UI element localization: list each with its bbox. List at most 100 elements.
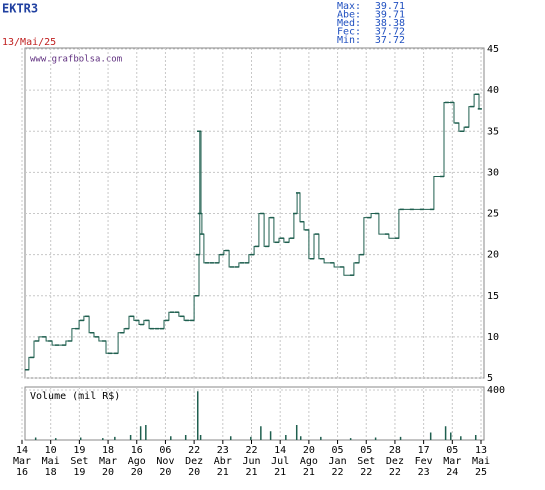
x-tick-label-line: 20	[159, 467, 171, 478]
x-tick-label-line: 16	[16, 467, 28, 478]
stat-value: 39.71	[375, 10, 405, 21]
stat-label: Fec:	[337, 27, 361, 38]
x-tick-label: 22 Jun 21	[242, 445, 260, 478]
x-tick-label: 22 Dez 20	[185, 445, 203, 478]
x-tick-label-line: 20	[131, 467, 143, 478]
y-tick-label: 20	[487, 250, 499, 261]
volume-bar	[260, 426, 262, 440]
x-tick-label-line: 13	[475, 445, 487, 456]
volume-bar	[139, 426, 142, 440]
x-tick-label: 18 Mar 20	[99, 445, 117, 478]
x-tick-label-line: 20	[303, 445, 315, 456]
x-tick-label-line: 14	[274, 445, 286, 456]
x-tick-label: 20 Ago 21	[300, 445, 318, 478]
volume-bar	[114, 436, 116, 440]
x-tick-label-line: 23	[217, 445, 229, 456]
x-tick-label: 05 Set 22	[357, 445, 375, 478]
volume-bar	[269, 431, 272, 440]
x-tick-label-line: Mar	[13, 456, 31, 467]
y-tick-label: 25	[487, 209, 499, 220]
y-tick-label: 30	[487, 167, 499, 178]
volume-bar	[170, 436, 172, 440]
y-tick-label: 40	[487, 85, 499, 96]
x-tick-label-line: 22	[245, 445, 257, 456]
x-tick-label-line: Dez	[185, 456, 203, 467]
y-tick-label: 15	[487, 291, 499, 302]
stat-value: 37.72	[375, 27, 405, 38]
x-tick-label-line: 22	[389, 467, 401, 478]
volume-bar	[460, 436, 462, 440]
volume-bar	[102, 438, 104, 440]
volume-bar	[374, 437, 377, 440]
x-tick-label: 13 Mai 25	[472, 445, 490, 478]
volume-bar	[199, 435, 202, 440]
y-tick-label: 35	[487, 126, 499, 137]
x-tick-label-line: Fev	[415, 456, 433, 467]
x-tick-label-line: 18	[102, 445, 114, 456]
x-tick-label-line: Mar	[443, 456, 461, 467]
x-tick-label-line: 21	[245, 467, 257, 478]
date: 13/Mai/25	[2, 37, 56, 48]
volume-bar	[285, 435, 287, 440]
x-tick-label: 05 Jan 22	[329, 445, 347, 478]
x-tick-label-line: 20	[102, 467, 114, 478]
y-tick-label: 5	[487, 373, 493, 384]
volume-title: Volume (mil R$)	[30, 391, 120, 402]
volume-bar	[299, 436, 302, 440]
volume-bar	[450, 432, 452, 440]
x-tick-label-line: 05	[332, 445, 344, 456]
x-tick-label-line: 19	[73, 445, 85, 456]
x-tick-label: 17 Fev 23	[415, 445, 433, 478]
x-tick-label-line: 19	[73, 467, 85, 478]
x-tick-label-line: 18	[45, 467, 57, 478]
volume-bar	[229, 436, 232, 440]
x-tick-label-line: Jan	[329, 456, 347, 467]
volume-bar	[349, 438, 352, 440]
x-tick-label: 23 Abr 21	[214, 445, 232, 478]
x-tick-label-line: 05	[360, 445, 372, 456]
volume-bar	[295, 425, 298, 440]
stat-value: 37.72	[375, 35, 405, 46]
x-tick-label: 10 Mai 18	[42, 445, 60, 478]
x-tick-label-line: 28	[389, 445, 401, 456]
volume-bar	[129, 435, 132, 440]
x-tick-label-line: Set	[70, 456, 88, 467]
x-tick-label-line: 23	[418, 467, 430, 478]
volume-bar	[474, 435, 477, 440]
x-tick-label: 05 Mar 24	[443, 445, 461, 478]
x-tick-label: 28 Dez 22	[386, 445, 404, 478]
x-tick-label-line: 05	[446, 445, 458, 456]
volume-bar	[145, 425, 147, 440]
x-tick-label-line: Ago	[300, 456, 318, 467]
volume-bar	[184, 435, 187, 440]
x-tick-label-line: 17	[418, 445, 430, 456]
x-tick-label-line: 21	[274, 467, 286, 478]
x-tick-label-line: Mai	[42, 456, 60, 467]
price-line	[24, 93, 482, 371]
x-tick-label: 16 Ago 20	[128, 445, 146, 478]
x-tick-label-line: Abr	[214, 456, 232, 467]
x-tick-label-line: 24	[446, 467, 458, 478]
stat-label: Abe:	[337, 10, 361, 21]
x-tick-label-line: 20	[188, 467, 200, 478]
x-tick-label-line: 22	[188, 445, 200, 456]
volume-frame	[24, 386, 485, 441]
watermark: www.grafbolsa.com	[30, 55, 122, 65]
x-tick-label-line: 25	[475, 467, 487, 478]
x-tick-label: 19 Set 19	[70, 445, 88, 478]
stat-value: 38.38	[375, 18, 405, 29]
volume-bar	[399, 436, 402, 440]
x-tick-label-line: Jul	[271, 456, 289, 467]
x-tick-label-line: 10	[45, 445, 57, 456]
y-tick-label: 400	[487, 385, 505, 396]
ticker: EKTR3	[2, 2, 38, 16]
x-tick-label-line: Ago	[128, 456, 146, 467]
y-tick-label: 45	[487, 44, 499, 55]
x-tick-label-line: Mai	[472, 456, 490, 467]
x-tick-label: 14 Mar 16	[13, 445, 31, 478]
x-tick-label-line: 16	[131, 445, 143, 456]
volume-bar	[429, 432, 432, 440]
volume-bar	[444, 426, 447, 440]
stat-label: Med:	[337, 18, 361, 29]
